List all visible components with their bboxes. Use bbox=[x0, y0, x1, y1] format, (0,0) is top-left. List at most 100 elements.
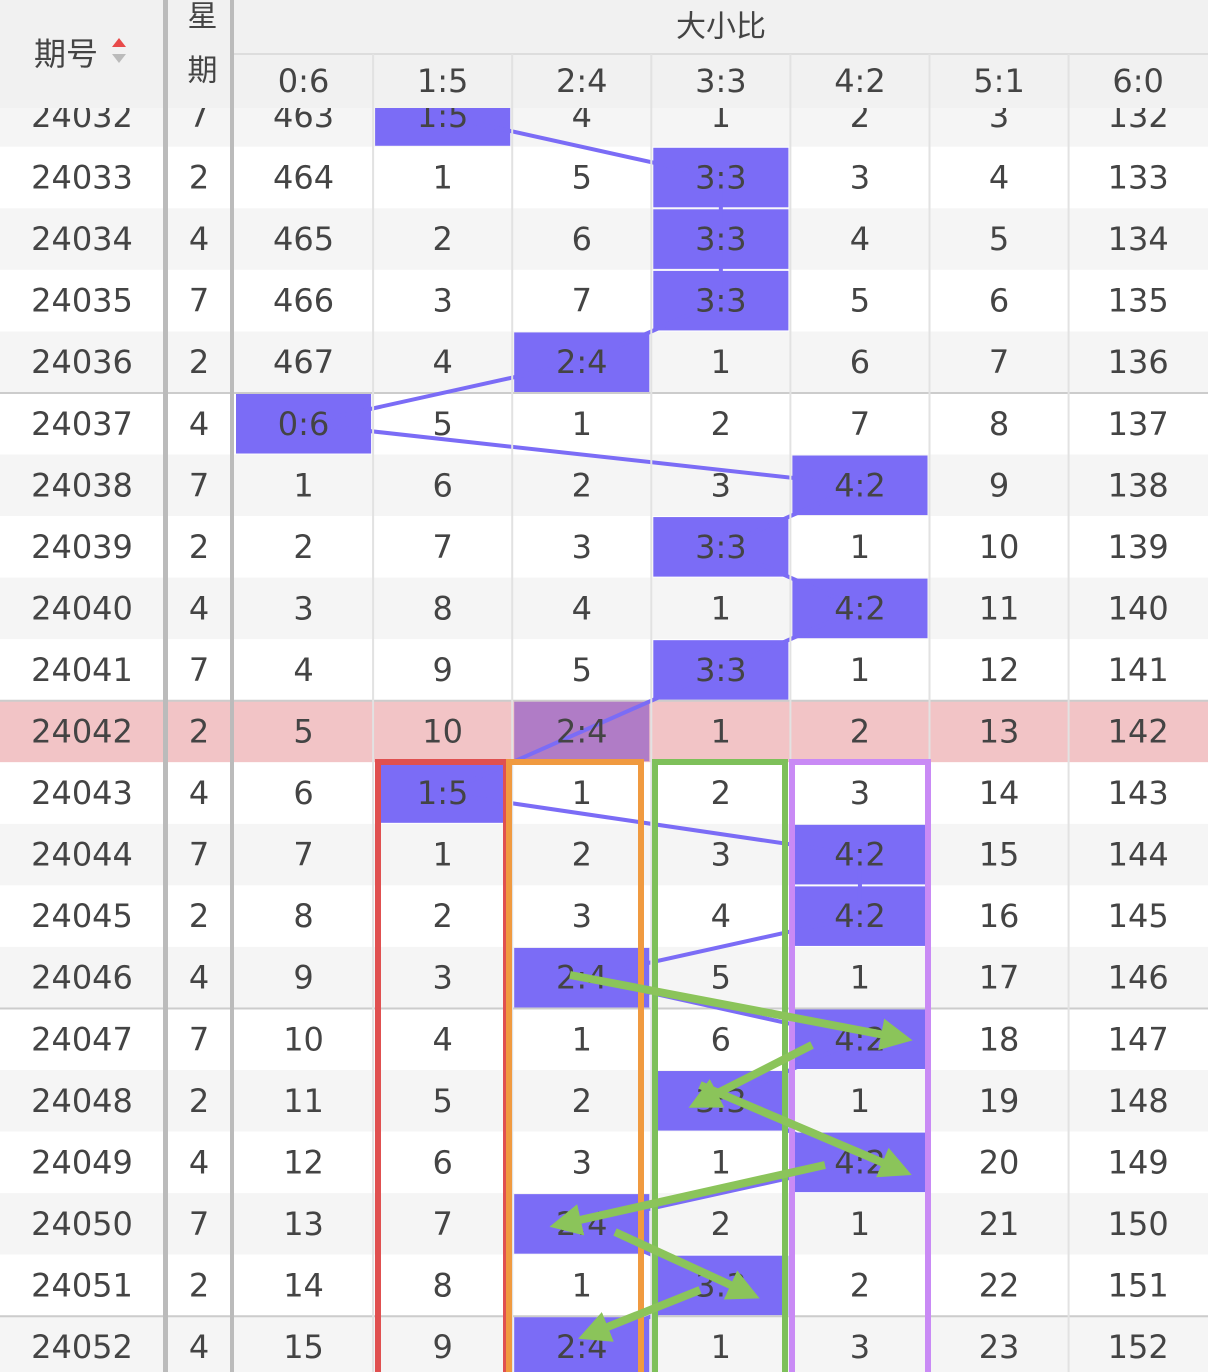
cell: 1 bbox=[572, 774, 592, 812]
trend-line bbox=[303, 114, 868, 1349]
row-bg bbox=[0, 269, 1208, 332]
cell: 134 bbox=[1108, 220, 1169, 258]
cell: 3 bbox=[432, 282, 452, 320]
cell: 12 bbox=[283, 1143, 324, 1181]
cell: 3 bbox=[711, 836, 731, 874]
row-bg bbox=[0, 639, 1208, 701]
cell: 1 bbox=[850, 1082, 870, 1120]
row-bg bbox=[0, 823, 1208, 886]
period: 24046 bbox=[31, 959, 133, 997]
weekday: 7 bbox=[189, 836, 209, 874]
cell: 2 bbox=[850, 97, 870, 135]
cell: 147 bbox=[1108, 1020, 1169, 1058]
cell: 21 bbox=[979, 1205, 1020, 1243]
cell: 13 bbox=[979, 713, 1020, 751]
cell: 2 bbox=[293, 528, 313, 566]
cell: 10 bbox=[422, 713, 463, 751]
cell: 464 bbox=[273, 159, 334, 197]
cell: 1 bbox=[432, 836, 452, 874]
hit-label: 4:2 bbox=[834, 466, 886, 504]
arrow bbox=[569, 971, 913, 1051]
cell: 4 bbox=[572, 97, 592, 135]
column-header: 1:5 bbox=[417, 62, 469, 100]
cell: 4 bbox=[432, 1020, 452, 1058]
cell: 465 bbox=[273, 220, 334, 258]
cell: 13 bbox=[283, 1205, 324, 1243]
overlay bbox=[375, 759, 931, 1372]
cell: 1 bbox=[850, 528, 870, 566]
row-bg bbox=[0, 454, 1208, 517]
cell: 3 bbox=[850, 774, 870, 812]
cell: 22 bbox=[979, 1266, 1020, 1304]
row-bg bbox=[0, 885, 1208, 947]
period: 24050 bbox=[31, 1205, 133, 1243]
cell: 11 bbox=[283, 1082, 324, 1120]
cell: 137 bbox=[1108, 405, 1169, 443]
row-bg bbox=[0, 208, 1208, 270]
cell: 7 bbox=[432, 528, 452, 566]
cell: 1 bbox=[850, 651, 870, 689]
cell: 1 bbox=[850, 1205, 870, 1243]
cell: 1 bbox=[711, 713, 731, 751]
cell: 7 bbox=[572, 282, 592, 320]
cell: 148 bbox=[1108, 1082, 1169, 1120]
cell: 9 bbox=[293, 959, 313, 997]
row-bg bbox=[0, 1008, 1208, 1071]
cell: 4 bbox=[432, 343, 452, 381]
hit-label: 1:5 bbox=[417, 774, 469, 812]
cell: 1 bbox=[711, 589, 731, 627]
cell: 5 bbox=[293, 713, 313, 751]
period: 24040 bbox=[31, 589, 133, 627]
column-header: 6:0 bbox=[1112, 62, 1164, 100]
arrow bbox=[549, 1161, 826, 1236]
column-header: 4:2 bbox=[834, 62, 886, 100]
group-header: 大小比 bbox=[676, 10, 766, 45]
cell: 4 bbox=[850, 220, 870, 258]
cell: 1 bbox=[432, 159, 452, 197]
row-bg bbox=[0, 108, 1208, 147]
period: 24035 bbox=[31, 282, 133, 320]
cell: 12 bbox=[979, 651, 1020, 689]
cell: 1 bbox=[293, 466, 313, 504]
hit-label: 3:3 bbox=[695, 651, 747, 689]
weekday: 2 bbox=[189, 528, 209, 566]
purple-box bbox=[789, 759, 931, 1372]
cell: 6 bbox=[432, 1143, 452, 1181]
weekday: 7 bbox=[189, 466, 209, 504]
cell: 152 bbox=[1108, 1328, 1169, 1366]
cell: 3 bbox=[572, 897, 592, 935]
row-bg bbox=[0, 1254, 1208, 1317]
cell: 4 bbox=[989, 159, 1009, 197]
arrow bbox=[578, 1286, 702, 1342]
cell: 1 bbox=[572, 405, 592, 443]
weekday: 4 bbox=[189, 774, 209, 812]
weekday: 7 bbox=[189, 97, 209, 135]
weekday: 2 bbox=[189, 897, 209, 935]
period: 24042 bbox=[31, 713, 133, 751]
cell: 16 bbox=[979, 897, 1020, 935]
cell: 10 bbox=[979, 528, 1020, 566]
cell: 1 bbox=[711, 1328, 731, 1366]
cell: 136 bbox=[1108, 343, 1169, 381]
column-header: 2:4 bbox=[556, 62, 608, 100]
weekday: 2 bbox=[189, 343, 209, 381]
cell: 3 bbox=[572, 1143, 592, 1181]
cell: 1 bbox=[711, 1143, 731, 1181]
cell: 3 bbox=[432, 959, 452, 997]
cell: 19 bbox=[979, 1082, 1020, 1120]
cell: 2 bbox=[711, 1205, 731, 1243]
period: 24039 bbox=[31, 528, 133, 566]
hit-label: 1:5 bbox=[417, 97, 469, 135]
cell: 2 bbox=[572, 836, 592, 874]
row-bg bbox=[0, 1070, 1208, 1132]
period: 24032 bbox=[31, 97, 133, 135]
cell: 5 bbox=[989, 220, 1009, 258]
cell: 6 bbox=[989, 282, 1009, 320]
cell: 9 bbox=[432, 1328, 452, 1366]
weekday: 7 bbox=[189, 651, 209, 689]
cell: 20 bbox=[979, 1143, 1020, 1181]
cell: 140 bbox=[1108, 589, 1169, 627]
cell: 5 bbox=[850, 282, 870, 320]
cell: 15 bbox=[283, 1328, 324, 1366]
